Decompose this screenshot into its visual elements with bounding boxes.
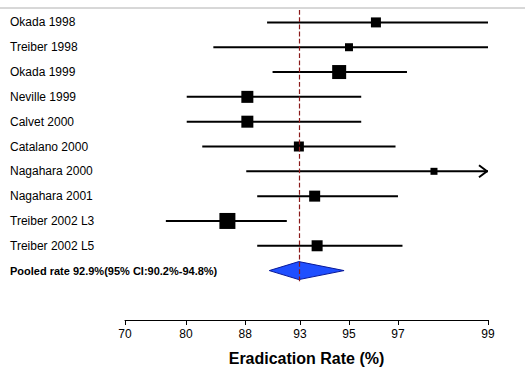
svg-text:Treiber 1998: Treiber 1998 bbox=[10, 40, 78, 54]
svg-text:70: 70 bbox=[118, 327, 132, 341]
svg-text:97: 97 bbox=[391, 327, 405, 341]
svg-text:88: 88 bbox=[238, 327, 252, 341]
svg-text:95: 95 bbox=[342, 327, 356, 341]
svg-text:Okada 1999: Okada 1999 bbox=[10, 65, 76, 79]
svg-text:Treiber 2002 L5: Treiber 2002 L5 bbox=[10, 239, 95, 253]
svg-text:Treiber 2002 L3: Treiber 2002 L3 bbox=[10, 214, 95, 228]
svg-text:99: 99 bbox=[481, 327, 495, 341]
svg-text:93: 93 bbox=[293, 327, 307, 341]
svg-text:Neville 1999: Neville 1999 bbox=[10, 90, 76, 104]
svg-text:Eradication Rate (%): Eradication Rate (%) bbox=[229, 350, 385, 367]
svg-text:Okada 1998: Okada 1998 bbox=[10, 15, 76, 29]
svg-text:Nagahara 2000: Nagahara 2000 bbox=[10, 164, 93, 178]
svg-text:80: 80 bbox=[179, 327, 193, 341]
svg-text:Nagahara 2001: Nagahara 2001 bbox=[10, 189, 93, 203]
svg-text:Catalano 2000: Catalano 2000 bbox=[10, 140, 88, 154]
svg-text:Calvet 2000: Calvet 2000 bbox=[10, 115, 74, 129]
svg-text:Pooled rate 92.9%(95% CI:90.2%: Pooled rate 92.9%(95% CI:90.2%-94.8%) bbox=[10, 265, 218, 277]
